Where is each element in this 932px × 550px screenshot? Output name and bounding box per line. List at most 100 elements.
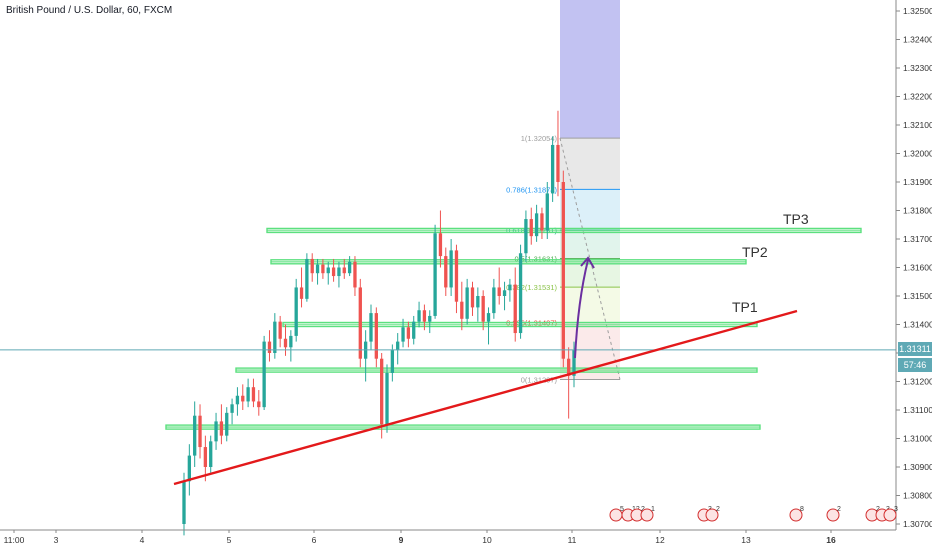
time-tick-label: 4 bbox=[140, 535, 145, 545]
event-count-label: 2 bbox=[641, 506, 645, 513]
candle-body bbox=[481, 296, 485, 322]
candle-body bbox=[567, 358, 571, 376]
candle-body bbox=[572, 350, 576, 376]
candle-body bbox=[198, 415, 202, 448]
price-tick-label: 1.30800 bbox=[903, 491, 932, 501]
candle-body bbox=[513, 284, 517, 334]
candle-body bbox=[460, 301, 464, 319]
event-flag-icon bbox=[826, 508, 840, 522]
price-tick-label: 1.31900 bbox=[903, 177, 932, 187]
price-tick-label: 1.31500 bbox=[903, 291, 932, 301]
candle-body bbox=[310, 258, 314, 274]
candle-body bbox=[380, 358, 384, 425]
price-tick-label: 1.31600 bbox=[903, 263, 932, 273]
target-label-tp1: TP1 bbox=[732, 299, 758, 315]
price-tick-label: 1.31000 bbox=[903, 434, 932, 444]
event-flag-icon bbox=[789, 508, 803, 522]
candle-body bbox=[326, 267, 330, 274]
candle-body bbox=[278, 321, 282, 339]
event-count-label: 5 bbox=[620, 506, 624, 513]
candle-body bbox=[257, 401, 261, 408]
candle-body bbox=[401, 327, 405, 342]
candle-body bbox=[518, 253, 523, 334]
fib-level-label: 1(1.32054) bbox=[521, 134, 558, 143]
time-tick-label: 10 bbox=[482, 535, 492, 545]
candle-body bbox=[283, 338, 288, 348]
uptrend-line bbox=[173, 309, 798, 486]
candle-body bbox=[561, 182, 565, 359]
candle-body bbox=[422, 310, 427, 322]
candle-body bbox=[476, 296, 480, 308]
candle-body bbox=[230, 404, 234, 413]
candle-body bbox=[454, 250, 459, 302]
time-tick-label: 3 bbox=[54, 535, 59, 545]
candle-body bbox=[374, 313, 378, 359]
time-tick-label: 16 bbox=[826, 535, 836, 545]
time-tick-label: 6 bbox=[312, 535, 317, 545]
candle-body bbox=[444, 256, 448, 288]
candle-body bbox=[486, 313, 491, 322]
price-tick-label: 1.32000 bbox=[903, 149, 932, 159]
time-tick-label: 11:00 bbox=[4, 535, 25, 545]
candle-body bbox=[412, 321, 416, 339]
time-tick-label: 13 bbox=[741, 535, 751, 545]
candle-body bbox=[267, 341, 272, 353]
candle-body bbox=[187, 455, 191, 482]
candle-body bbox=[299, 287, 304, 299]
candle-body bbox=[417, 310, 421, 322]
candle-body bbox=[492, 287, 496, 314]
target-label-tp2: TP2 bbox=[742, 244, 768, 260]
candle-body bbox=[529, 219, 533, 237]
event-count-label: 8 bbox=[800, 506, 804, 513]
economic-events: 512213282233 bbox=[609, 506, 898, 522]
candle-body bbox=[337, 267, 341, 277]
candle-body bbox=[347, 261, 352, 274]
event-flag-icon bbox=[883, 508, 897, 522]
candle-body bbox=[246, 387, 250, 402]
price-tick-label: 1.31800 bbox=[903, 206, 932, 216]
candle-body bbox=[502, 290, 507, 296]
candle-body bbox=[449, 250, 453, 288]
price-tick-label: 1.31700 bbox=[903, 234, 932, 244]
candle-body bbox=[369, 313, 373, 342]
fib-zone bbox=[560, 189, 620, 231]
price-tick-label: 1.32100 bbox=[903, 120, 932, 130]
event-flag-icon bbox=[640, 508, 654, 522]
time-tick-label: 9 bbox=[399, 535, 404, 545]
fib-level-label: 0(1.31207) bbox=[521, 376, 558, 385]
candle-body bbox=[225, 412, 229, 436]
overlay-drawings: TP3 TP2 TP1 bbox=[0, 211, 896, 486]
projection-arrow bbox=[574, 259, 589, 359]
current-price-badge: 1.31311 bbox=[898, 342, 932, 356]
candle-body bbox=[305, 258, 309, 299]
time-tick-label: 12 bbox=[655, 535, 665, 545]
event-flag-icon bbox=[705, 508, 719, 522]
candle-body bbox=[321, 264, 325, 274]
candle-body bbox=[465, 287, 469, 319]
chart-title: British Pound / U.S. Dollar, 60, FXCM bbox=[6, 5, 173, 16]
candle-body bbox=[353, 261, 357, 288]
candle-body bbox=[545, 193, 549, 231]
candle-body bbox=[396, 341, 400, 351]
candle-body bbox=[331, 267, 336, 277]
candle-body bbox=[406, 327, 411, 339]
event-count-label: 2 bbox=[876, 506, 880, 513]
candle-body bbox=[497, 287, 501, 296]
price-tick-label: 1.32300 bbox=[903, 63, 932, 73]
candle-body bbox=[385, 372, 389, 425]
candle-body bbox=[390, 350, 395, 373]
candle-body bbox=[342, 267, 346, 274]
candle-body bbox=[182, 481, 186, 524]
candle-body bbox=[534, 213, 539, 237]
background-layer bbox=[560, 0, 620, 139]
candle-body bbox=[219, 421, 224, 436]
candle-body bbox=[262, 341, 266, 408]
price-tick-label: 1.30700 bbox=[903, 519, 932, 529]
candles bbox=[182, 110, 576, 536]
price-tick-label: 1.31400 bbox=[903, 320, 932, 330]
time-tick-label: 5 bbox=[227, 535, 232, 545]
candle-body bbox=[358, 287, 362, 359]
